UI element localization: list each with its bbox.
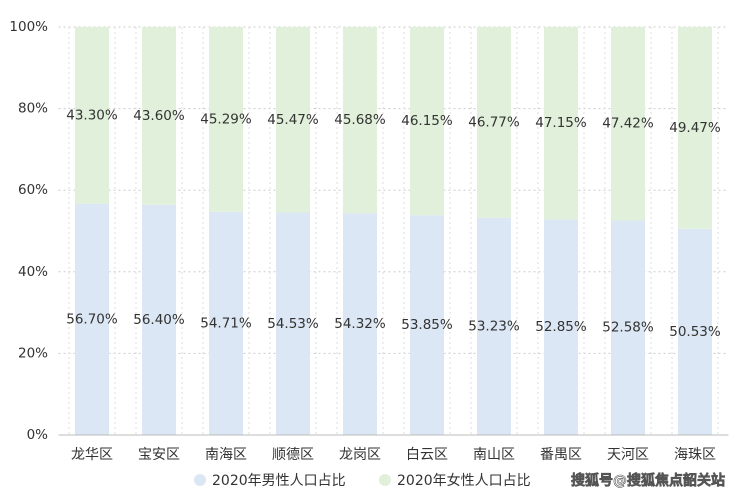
data-label: 43.30%	[66, 107, 118, 123]
data-label: 47.42%	[602, 116, 654, 132]
bar-segment	[142, 204, 176, 435]
legend-label: 2020年男性人口占比	[212, 473, 346, 489]
bar-segment	[544, 219, 578, 435]
y-tick-label: 60%	[18, 182, 48, 198]
data-label: 54.53%	[267, 316, 319, 332]
data-label: 49.47%	[669, 120, 721, 136]
x-tick-label: 龙华区	[71, 447, 113, 463]
legend-swatch	[379, 474, 391, 486]
x-tick-label: 南海区	[205, 447, 247, 463]
data-label: 56.40%	[133, 312, 185, 328]
bar-segment	[611, 220, 645, 435]
data-label: 46.77%	[468, 114, 520, 130]
y-tick-label: 40%	[18, 264, 48, 280]
x-tick-label: 番禺区	[540, 447, 582, 463]
data-label: 45.29%	[200, 111, 252, 127]
x-tick-label: 南山区	[473, 447, 515, 463]
y-tick-label: 20%	[18, 345, 48, 361]
y-tick-label: 80%	[18, 101, 48, 117]
x-tick-label: 白云区	[406, 447, 448, 463]
x-tick-label: 海珠区	[674, 447, 716, 463]
y-tick-label: 100%	[9, 19, 48, 35]
data-label: 56.70%	[66, 311, 118, 327]
bar-segment	[477, 217, 511, 435]
data-label: 46.15%	[401, 113, 453, 129]
bar-segment	[410, 215, 444, 435]
bar-segment	[209, 27, 243, 212]
legend-label: 2020年女性人口占比	[397, 472, 531, 489]
watermark: 搜狐号@搜狐焦点韶关站	[571, 472, 725, 489]
bar-segment	[142, 27, 176, 205]
data-label: 53.85%	[401, 317, 453, 333]
data-label: 50.53%	[669, 324, 721, 340]
x-tick-label: 顺德区	[272, 447, 314, 463]
data-label: 45.68%	[334, 112, 386, 128]
bar-segment	[678, 27, 712, 229]
bar-segment	[276, 212, 310, 435]
bar-segment	[678, 228, 712, 435]
bar-segment	[276, 27, 310, 213]
data-label: 43.60%	[133, 108, 185, 124]
y-tick-label: 0%	[27, 427, 49, 443]
data-label: 53.23%	[468, 318, 520, 334]
bar-segment	[410, 27, 444, 216]
data-label: 45.47%	[267, 112, 319, 128]
bar-segment	[611, 27, 645, 221]
bar-segment	[75, 203, 109, 435]
data-label: 54.32%	[334, 316, 386, 332]
bar-segment	[343, 213, 377, 435]
data-label: 47.15%	[535, 115, 587, 131]
data-label: 54.71%	[200, 315, 252, 331]
bar-segment	[343, 27, 377, 214]
x-tick-label: 龙岗区	[339, 447, 381, 463]
data-label: 52.85%	[535, 319, 587, 335]
legend-swatch	[194, 474, 206, 486]
bar-segment	[477, 27, 511, 218]
data-label: 52.58%	[602, 320, 654, 336]
bar-segment	[209, 211, 243, 435]
bar-segment	[544, 27, 578, 220]
bar-segment	[75, 27, 109, 204]
x-tick-label: 天河区	[607, 447, 649, 463]
x-tick-label: 宝安区	[138, 447, 180, 463]
